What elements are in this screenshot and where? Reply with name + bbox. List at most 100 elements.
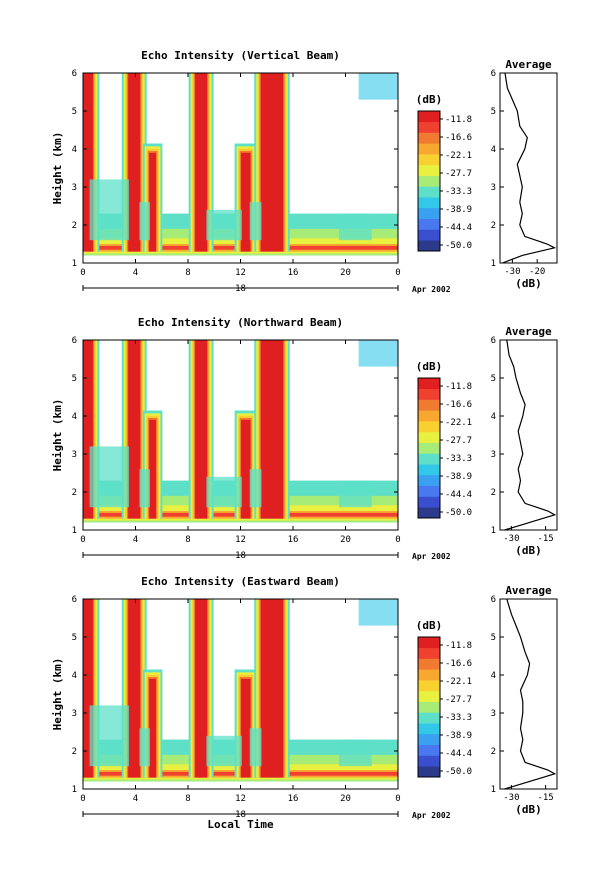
echo-column [128,599,141,778]
colorbar-swatch [418,431,440,443]
colorbar-swatch [418,701,440,713]
y-tick-label: 4 [72,671,77,681]
colorbar-swatch [418,507,440,519]
y-tick-label: 1 [72,526,77,536]
colorbar-frame [417,110,441,252]
colorbar-label: -44.4 [445,490,472,500]
avg-y-tick-label: 4 [491,412,496,422]
avg-y-tick-label: 4 [491,671,496,681]
avg-x-axis-label: (dB) [515,803,542,816]
stratiform-echo [338,213,372,241]
x-axis-label: Local Time [207,818,274,831]
avg-y-tick-label: 3 [491,709,496,719]
echo-column [83,73,93,252]
colorbar-swatch [418,121,440,133]
colorbar-swatch [418,111,440,123]
average-frame [499,339,558,531]
colorbar-swatch [418,766,440,778]
y-axis-label: Height (km) [51,132,64,205]
avg-x-axis-label: (dB) [515,277,542,290]
x-tick-label: 8 [185,268,190,278]
colorbar-label: -38.9 [445,731,472,741]
avg-x-tick-label: -30 [503,534,519,544]
x-tick-label: 0 [395,794,400,804]
echo-column [260,73,284,252]
echo-column [83,340,93,519]
y-tick-label: 2 [72,488,77,498]
colorbar-label: -11.8 [445,382,472,392]
echo-column [149,152,156,252]
colorbar-swatch [418,197,440,209]
colorbar-swatch [418,647,440,659]
avg-x-tick-label: -30 [504,267,520,277]
colorbar-swatch [418,410,440,422]
avg-y-tick-label: 1 [491,526,496,536]
stratiform-echo [89,446,129,508]
x-tick-label: 4 [133,535,138,545]
avg-y-tick-label: 2 [491,488,496,498]
day-label: 18 [235,810,246,820]
x-tick-label: 16 [288,268,299,278]
colorbar-swatch [418,378,440,390]
colorbar-swatch [418,132,440,144]
date-label: Apr 2002 [412,285,451,294]
echo-column [241,152,251,252]
y-tick-label: 6 [72,69,77,79]
colorbar-swatch [418,680,440,692]
colorbar-swatch [418,474,440,486]
colorbar-swatch [418,744,440,756]
x-tick-label: 12 [235,535,246,545]
y-tick-label: 5 [72,107,77,117]
x-tick-label: 0 [80,794,85,804]
average-profile-line [502,72,557,264]
colorbar-frame [417,377,441,519]
stratiform-echo [139,469,150,508]
colorbar-label: -33.3 [445,454,472,464]
x-tick-label: 0 [80,268,85,278]
stratiform-echo [338,739,372,767]
colorbar-unit: (dB) [416,619,443,632]
average-title: Average [505,325,552,338]
colorbar-swatch [418,723,440,735]
colorbar-label: -16.6 [445,133,472,143]
echo-column [195,340,208,519]
colorbar-swatch [418,712,440,724]
colorbar-swatch [418,186,440,198]
colorbar-swatch [418,164,440,176]
avg-y-tick-label: 1 [491,259,496,269]
echo-column [260,340,284,519]
avg-x-tick-label: -20 [529,267,545,277]
average-profile-line [504,339,557,531]
date-label: Apr 2002 [412,552,451,561]
stratiform-echo [89,179,129,241]
colorbar-label: -11.8 [445,115,472,125]
stratiform-echo [338,480,372,508]
y-tick-label: 5 [72,633,77,643]
echo-field [83,73,398,256]
colorbar-label: -38.9 [445,205,472,215]
colorbar-label: -22.1 [445,677,472,687]
colorbar-label: -38.9 [445,472,472,482]
colorbar-swatch [418,388,440,400]
panel-title: Echo Intensity (Vertical Beam) [141,49,340,62]
colorbar-swatch [418,637,440,649]
colorbar-swatch [418,442,440,454]
avg-x-tick-label: -15 [537,793,553,803]
y-tick-label: 6 [72,336,77,346]
y-tick-label: 3 [72,450,77,460]
avg-x-tick-label: -15 [537,534,553,544]
x-tick-label: 8 [185,535,190,545]
colorbar-swatch [418,669,440,681]
colorbar-label: -44.4 [445,749,472,759]
colorbar-label: -27.7 [445,169,472,179]
y-tick-label: 2 [72,747,77,757]
echo-field [83,599,398,782]
colorbar-unit: (dB) [416,93,443,106]
colorbar-label: -22.1 [445,418,472,428]
avg-y-tick-label: 2 [491,747,496,757]
average-frame [499,598,558,790]
echo-column [128,73,141,252]
y-tick-label: 4 [72,145,77,155]
colorbar-label: -16.6 [445,659,472,669]
